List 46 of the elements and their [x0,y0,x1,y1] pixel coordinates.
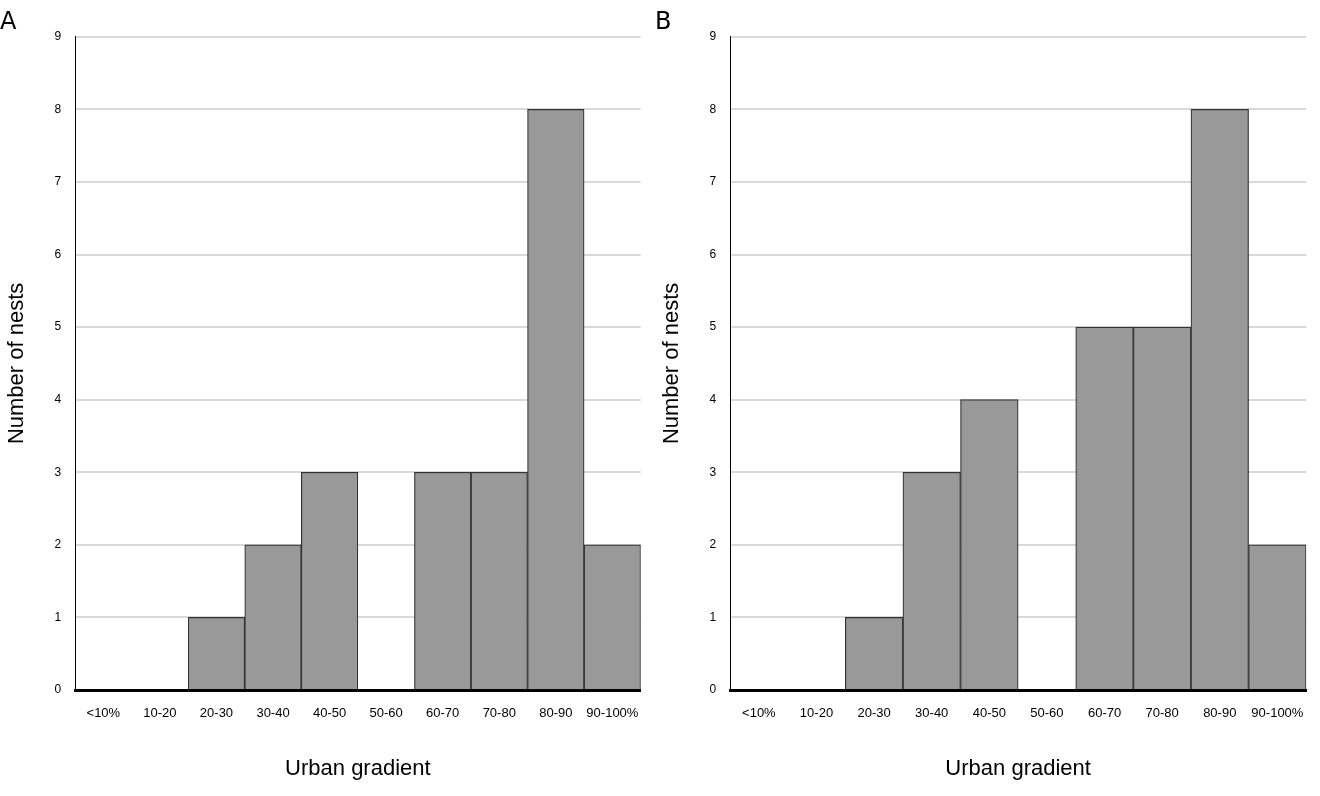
chart-title: A [0,6,17,35]
x-tick-label: 20-30 [857,705,891,721]
y-tick-label: 4 [54,392,62,406]
y-tick-label: 1 [709,609,717,624]
y-tick-label: 8 [709,101,717,116]
y-tick-label: 7 [54,174,62,189]
x-tick-label: 20-30 [199,705,234,721]
x-axis-title: Urban gradient [945,754,1091,780]
y-tick-label: 7 [709,174,717,189]
y-tick-label: 2 [54,537,62,552]
y-tick-label: 2 [709,537,717,552]
x-tick-label: 80-90 [539,705,573,721]
x-axis-title: Urban gradient [285,754,431,780]
x-tick-label: 60-70 [1087,705,1122,721]
x-tick-label: 90-100% [586,705,639,721]
x-tick-label: 40-50 [972,705,1006,721]
x-tick-label: 80-90 [1203,705,1237,721]
y-tick-label: 3 [709,464,717,479]
x-tick-label: 10-20 [143,705,177,721]
y-axis-title: Number of nests [3,282,29,445]
y-tick-label: 0 [54,682,62,697]
y-tick-label: 3 [54,464,62,479]
x-tick-label: 30-40 [256,705,290,721]
y-tick-label: 6 [54,246,62,261]
x-tick-label: 90-100% [1251,705,1304,721]
x-tick-label: 70-80 [482,705,516,721]
y-tick-label: 1 [54,609,62,624]
y-tick-label: 9 [709,29,717,44]
y-tick-label: 9 [54,29,62,44]
y-axis-title: Number of nests [658,282,684,445]
y-tick-label: 5 [54,319,62,334]
y-tick-label: 4 [709,392,717,406]
y-tick-label: 8 [54,101,62,116]
x-tick-label: <10% [86,705,121,721]
chart-title: B [655,6,672,35]
x-tick-label: 70-80 [1145,705,1179,721]
y-tick-label: 6 [709,246,717,261]
x-tick-label: 40-50 [312,705,347,721]
x-tick-label: 50-60 [369,705,403,721]
x-tick-label: 10-20 [799,705,834,721]
y-tick-label: 5 [709,319,717,334]
y-tick-label: 0 [709,682,717,697]
x-tick-label: 50-60 [1030,705,1064,721]
x-tick-label: <10% [742,705,777,721]
x-tick-label: 60-70 [426,705,460,721]
x-tick-label: 30-40 [915,705,949,721]
